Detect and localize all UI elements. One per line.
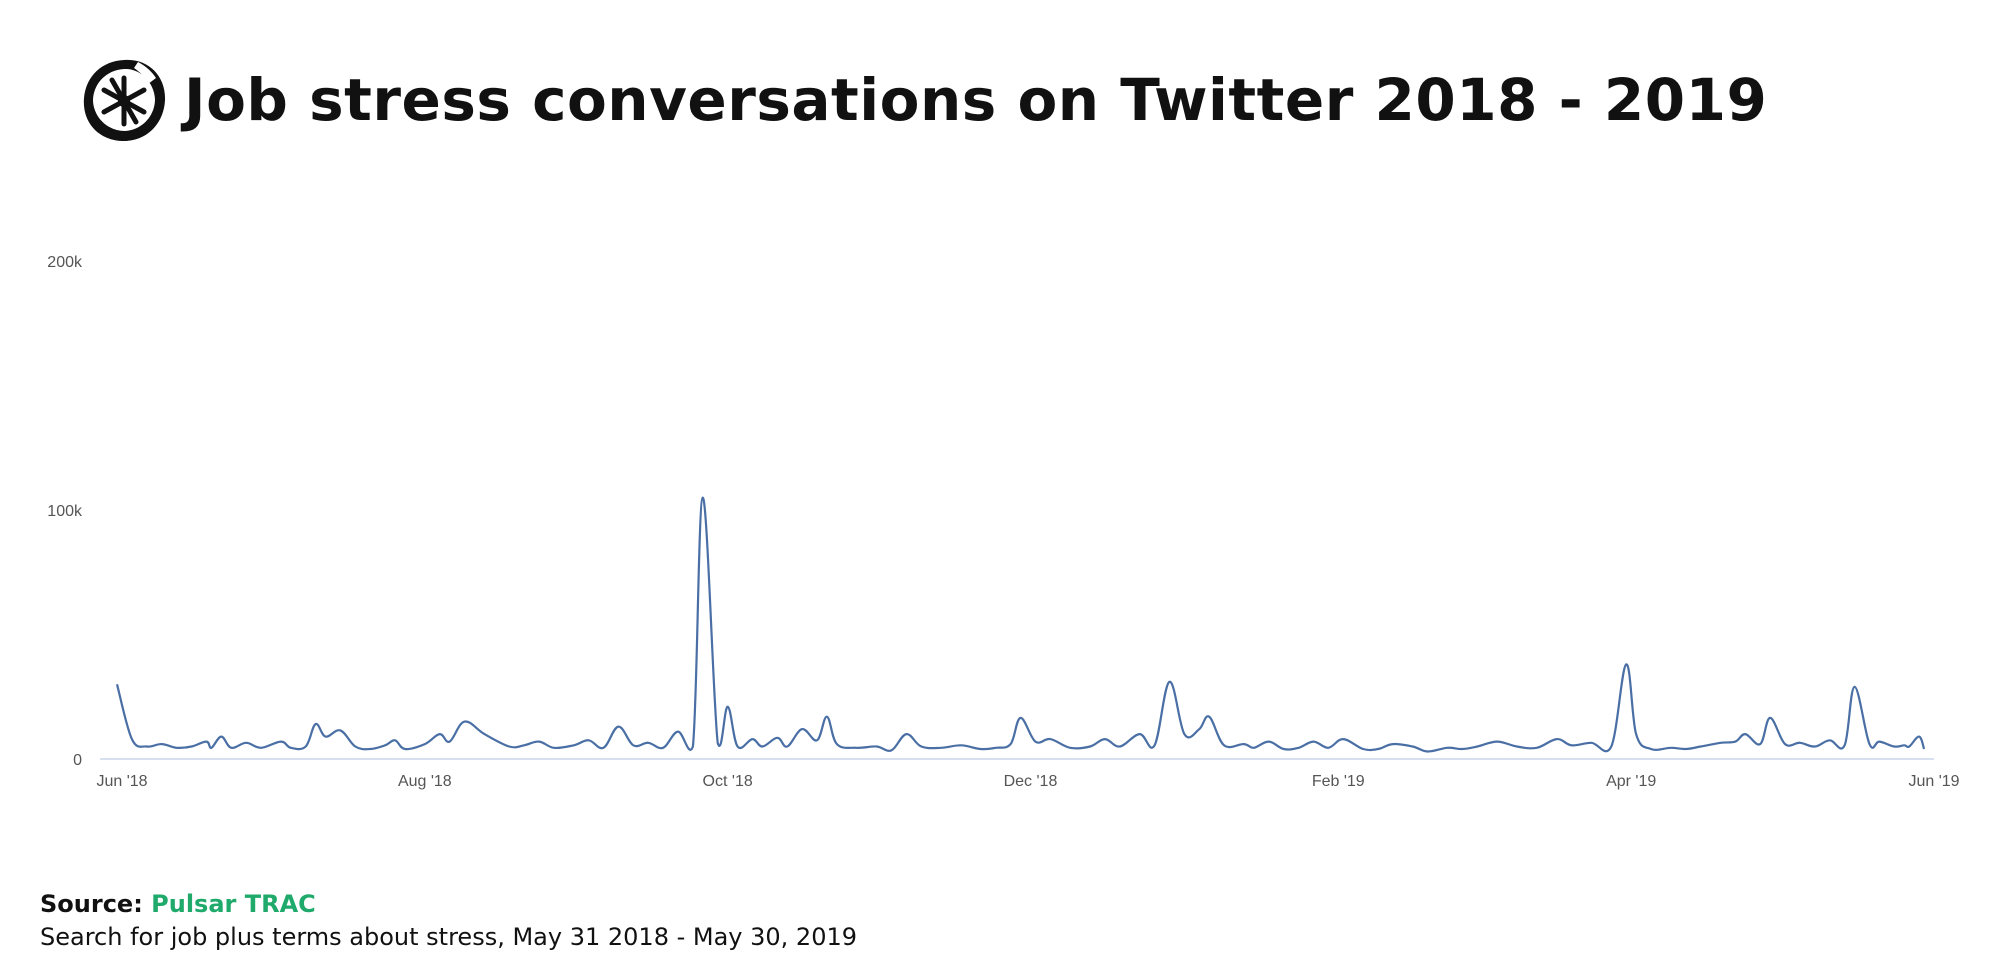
- source-line: Source: Pulsar TRAC: [40, 888, 857, 920]
- x-axis: Jun '18 Aug '18 Oct '18 Dec '18 Feb '19 Apr '…: [96, 773, 1959, 790]
- series-line: [115, 496, 1926, 753]
- x-tick-label: Oct '18: [703, 773, 753, 790]
- y-axis: 0 100k 200k: [47, 254, 83, 769]
- chart-footer: Source: Pulsar TRAC Search for job plus …: [40, 888, 857, 954]
- chart-header: Job stress conversations on Twitter 2018…: [78, 50, 1767, 150]
- y-tick-label: 0: [73, 752, 82, 769]
- source-link[interactable]: Pulsar TRAC: [151, 890, 316, 918]
- x-tick-label: Aug '18: [398, 773, 452, 790]
- x-tick-label: Dec '18: [1004, 773, 1058, 790]
- source-label: Source:: [40, 890, 143, 918]
- y-tick-label: 100k: [47, 503, 83, 520]
- chart-title: Job stress conversations on Twitter 2018…: [184, 66, 1768, 134]
- x-tick-label: Jun '19: [1908, 773, 1959, 790]
- asterisk-circle-logo-icon: [83, 59, 166, 142]
- x-tick-label: Jun '18: [96, 773, 147, 790]
- x-tick-label: Feb '19: [1312, 773, 1365, 790]
- source-description: Search for job plus terms about stress, …: [40, 923, 857, 951]
- x-tick-label: Apr '19: [1606, 773, 1656, 790]
- y-tick-label: 200k: [47, 254, 83, 271]
